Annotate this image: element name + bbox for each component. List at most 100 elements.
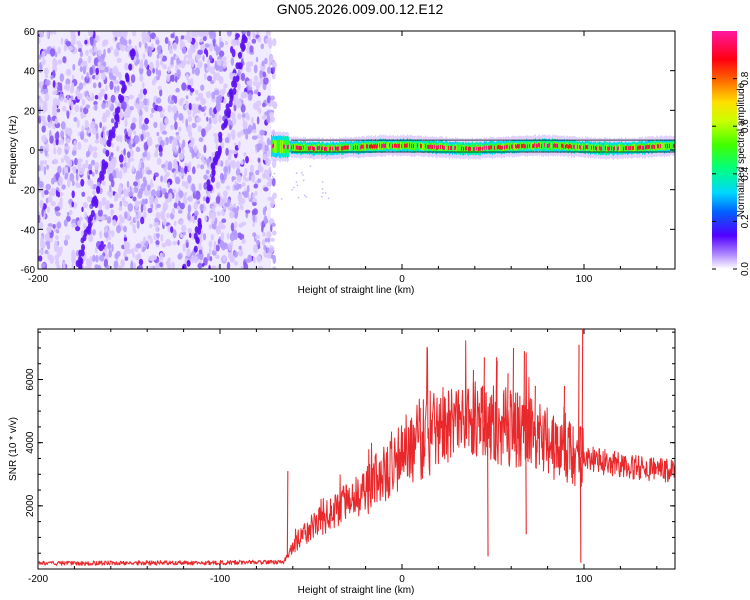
band-core bbox=[305, 145, 308, 152]
snr-spikes bbox=[286, 329, 584, 563]
noise-speck bbox=[143, 141, 148, 151]
noise-speck bbox=[187, 227, 193, 234]
band-peak bbox=[526, 144, 529, 149]
x-tick-label: 100 bbox=[576, 574, 593, 585]
noise-speck bbox=[237, 131, 242, 138]
noise-speck bbox=[207, 123, 212, 131]
noise-speck bbox=[90, 159, 96, 166]
band-peak bbox=[523, 144, 526, 149]
noise-speck bbox=[271, 230, 277, 236]
noise-speck bbox=[113, 48, 119, 57]
noise-speck bbox=[64, 145, 71, 151]
noise-speck bbox=[69, 173, 75, 182]
y-tick-label: 4000 bbox=[25, 431, 36, 454]
band-peak bbox=[503, 145, 506, 150]
noise-speck bbox=[266, 247, 270, 253]
noise-speck bbox=[113, 85, 117, 93]
band-core bbox=[670, 142, 673, 149]
band-core bbox=[364, 143, 367, 151]
noise-speck bbox=[54, 254, 60, 261]
noise-speck bbox=[143, 189, 150, 197]
noise-speck bbox=[108, 249, 112, 258]
noise-speck bbox=[154, 217, 159, 223]
snr-spike bbox=[486, 422, 489, 557]
noise-speck bbox=[140, 134, 144, 142]
noise-speck bbox=[79, 51, 83, 58]
noise-speck bbox=[167, 257, 171, 262]
noise-speck bbox=[169, 136, 172, 144]
noise-speck bbox=[82, 65, 87, 75]
band-core bbox=[280, 140, 283, 153]
noise-speck bbox=[54, 118, 59, 125]
band-peak bbox=[570, 145, 573, 150]
noise-speck bbox=[222, 190, 228, 197]
noise-speck bbox=[181, 82, 187, 91]
noise-speck bbox=[104, 93, 108, 101]
noise-speck bbox=[253, 183, 259, 189]
band-peak bbox=[439, 144, 442, 149]
band-core bbox=[358, 143, 361, 152]
band-peak bbox=[465, 146, 468, 151]
noise-speck bbox=[49, 48, 56, 57]
snr-spike bbox=[563, 385, 566, 452]
band-peak bbox=[336, 146, 339, 151]
noise-speck bbox=[133, 181, 138, 187]
band-core bbox=[407, 142, 410, 150]
snr-spike bbox=[577, 344, 580, 457]
noise-speck bbox=[153, 121, 158, 129]
noise-speck bbox=[175, 176, 181, 185]
band-peak bbox=[467, 147, 470, 152]
band-core bbox=[304, 143, 307, 152]
band-core bbox=[609, 144, 612, 152]
noise-speck bbox=[269, 36, 272, 45]
noise-speck bbox=[202, 262, 205, 267]
noise-speck bbox=[213, 243, 216, 252]
noise-speck bbox=[251, 129, 257, 134]
noise-speck bbox=[142, 211, 147, 219]
noise-speck bbox=[162, 252, 166, 258]
noise-speck bbox=[60, 138, 64, 146]
band-peak bbox=[672, 143, 675, 148]
noise-speck bbox=[99, 215, 106, 221]
x-tick-label: 0 bbox=[399, 274, 405, 285]
streak-mark bbox=[186, 259, 191, 267]
noise-speck bbox=[127, 187, 131, 193]
noise-speck bbox=[222, 59, 227, 69]
noise-speck bbox=[188, 232, 192, 239]
band-core bbox=[471, 144, 474, 153]
noise-speck bbox=[265, 157, 271, 167]
noise-speck bbox=[256, 84, 260, 91]
noise-speck bbox=[141, 168, 145, 175]
band-core bbox=[661, 142, 664, 150]
noise-speck bbox=[86, 195, 92, 203]
noise-speck bbox=[107, 216, 112, 224]
band-peak bbox=[404, 143, 407, 148]
noise-speck bbox=[70, 31, 74, 36]
band-peak bbox=[564, 144, 567, 149]
noise-speck bbox=[53, 139, 57, 147]
noise-speck bbox=[38, 115, 42, 124]
noise-speck bbox=[203, 112, 207, 117]
band-peak bbox=[378, 143, 381, 148]
band-peak bbox=[309, 145, 312, 150]
noise-speck bbox=[43, 166, 47, 176]
noise-speck bbox=[203, 105, 207, 111]
band-peak bbox=[631, 146, 634, 151]
noise-speck bbox=[219, 41, 225, 48]
band-core bbox=[339, 144, 342, 152]
noise-speck bbox=[141, 124, 144, 130]
band-peak bbox=[488, 145, 491, 150]
snr-spike bbox=[579, 457, 582, 563]
noise-speck bbox=[171, 105, 178, 114]
noise-speck bbox=[95, 246, 98, 254]
noise-speck bbox=[269, 111, 274, 117]
noise-speck bbox=[147, 207, 153, 214]
band-core bbox=[389, 142, 392, 149]
colorbar-gradient bbox=[712, 31, 737, 269]
streak-mark bbox=[103, 162, 108, 170]
streak-mark bbox=[99, 170, 104, 178]
noise-speck bbox=[260, 43, 265, 50]
band-peak bbox=[657, 144, 660, 149]
noise-speck bbox=[93, 127, 97, 135]
noise-speck bbox=[263, 187, 269, 192]
